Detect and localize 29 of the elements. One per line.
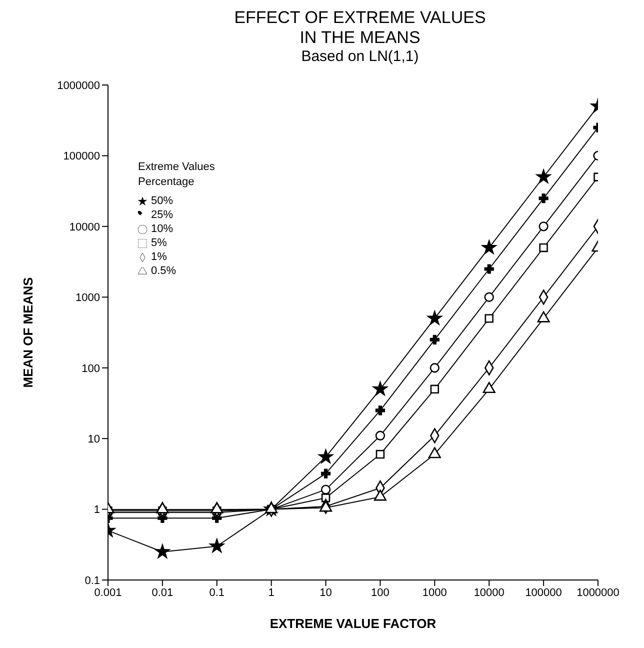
y-axis-title: MEAN OF MEANS <box>20 276 36 388</box>
y-tick-label: 100000 <box>63 150 100 163</box>
x-tick-label: 1000000 <box>576 586 620 599</box>
legend-title: Extreme Values Percentage <box>138 160 216 190</box>
x-tick-label: 1 <box>268 586 274 599</box>
legend-label: 1% <box>151 251 167 263</box>
x-tick-label: 0.1 <box>209 586 225 599</box>
y-tick-label: 1 <box>94 504 100 516</box>
chart-subtitle: Based on LN(1,1) <box>300 48 420 65</box>
x-tick-label: 10000 <box>474 586 504 599</box>
legend-label: 0.5% <box>151 265 176 277</box>
x-axis-title: EXTREME VALUE FACTOR <box>270 616 437 631</box>
legend-label: 25% <box>151 209 174 221</box>
y-tick-label: 100 <box>82 362 100 375</box>
y-tick-label: 10000 <box>69 221 100 234</box>
legend-label: 10% <box>151 223 174 235</box>
x-tick-label: 0.01 <box>152 586 174 599</box>
legend-label: 5% <box>151 237 167 249</box>
x-tick-label: 100000 <box>525 586 562 599</box>
y-tick-label: 1000 <box>76 292 100 304</box>
y-tick-label: 0.1 <box>84 574 100 587</box>
x-tick-label: 0.001 <box>94 586 122 599</box>
y-tick-label: 1000000 <box>57 80 100 92</box>
x-tick-label: 1000 <box>422 586 447 599</box>
x-tick-label: 100 <box>371 586 390 599</box>
y-tick-label: 10 <box>88 433 100 446</box>
chart-title: EFFECT OF EXTREME VALUES IN THE MEANS <box>233 8 487 48</box>
legend-label: 50% <box>151 195 174 207</box>
x-tick-label: 10 <box>320 586 332 599</box>
